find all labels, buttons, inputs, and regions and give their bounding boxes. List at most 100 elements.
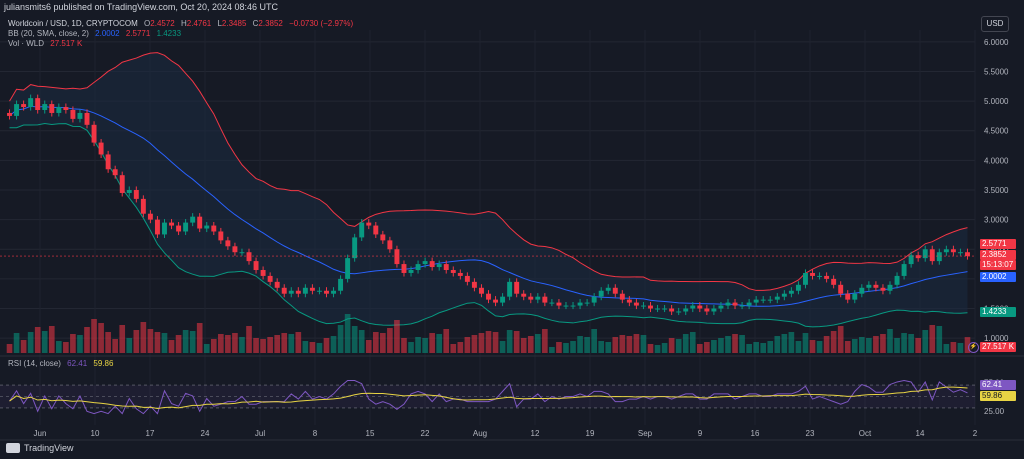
volume-bar: [633, 334, 640, 353]
volume-bar: [161, 333, 168, 353]
candle-body: [965, 252, 970, 257]
volume-bar: [218, 334, 224, 353]
volume-bar: [661, 343, 668, 353]
close-value: 2.3852: [258, 19, 283, 28]
candle-body: [302, 287, 308, 294]
lightning-icon[interactable]: ⚡: [968, 342, 979, 353]
volume-bar: [253, 338, 259, 353]
volume-bar: [408, 342, 414, 353]
currency-button[interactable]: USD: [981, 16, 1009, 32]
volume-bar: [358, 330, 365, 353]
volume-bar: [605, 342, 612, 353]
volume-bar: [844, 341, 851, 353]
volume-bar: [471, 335, 478, 353]
candle-body: [394, 249, 400, 265]
candle-body: [845, 293, 851, 300]
candle-body: [824, 275, 830, 279]
volume-bar: [175, 335, 182, 353]
open-value: 2.4572: [150, 19, 175, 28]
volume-bar: [154, 332, 161, 353]
volume-bar: [711, 340, 717, 353]
volume-bar: [443, 329, 450, 353]
candle-body: [211, 225, 217, 232]
price-tick-label: 6.0000: [984, 38, 1009, 47]
volume-bar: [943, 344, 950, 353]
candle-body: [655, 308, 661, 310]
candle-body: [119, 175, 125, 193]
candle-body: [908, 255, 914, 265]
candle-body: [147, 213, 153, 220]
candle-body: [267, 275, 273, 282]
candle-body: [288, 290, 294, 294]
volume-bar: [168, 340, 175, 353]
time-tick-label: 14: [916, 429, 925, 438]
rsi-line: [9, 380, 968, 415]
volume-bar: [887, 329, 893, 353]
volume-bar: [189, 331, 196, 353]
candle-body: [648, 305, 653, 309]
candle-body: [183, 222, 189, 232]
candle-body: [873, 284, 879, 288]
candle-body: [612, 287, 618, 294]
candle-body: [549, 302, 555, 304]
volume-bar: [112, 339, 118, 353]
volume-bar: [851, 339, 858, 353]
candle-body: [274, 281, 280, 288]
bb-basis-value: 2.0002: [95, 29, 120, 38]
candle-body: [866, 284, 872, 288]
volume-bar: [239, 337, 245, 353]
volume-bar: [929, 325, 936, 353]
volume-bar: [457, 342, 464, 353]
candle-body: [197, 216, 203, 229]
candle-body: [887, 284, 893, 291]
candle-body: [683, 308, 689, 312]
candle-body: [373, 225, 379, 235]
time-tick-label: 16: [751, 429, 760, 438]
candle-body: [380, 234, 386, 241]
volume-tag: 27.517 K: [980, 342, 1016, 352]
rsi-legend: RSI (14, close) 62.41 59.86: [8, 359, 113, 368]
volume-bar: [577, 336, 583, 353]
volume-bar: [774, 336, 781, 353]
candle-body: [852, 293, 858, 300]
candle-body: [788, 290, 794, 294]
volume-bar: [732, 334, 738, 353]
candle-body: [126, 190, 132, 193]
volume-bar: [626, 336, 633, 353]
volume-bar: [41, 331, 48, 353]
volume-bar: [647, 344, 654, 353]
bb-lower-tag: 1.4233: [980, 307, 1016, 317]
volume-bar: [429, 333, 435, 353]
candle-body: [471, 281, 477, 288]
candle-body: [563, 305, 569, 307]
candle-body: [176, 225, 182, 232]
volume-bar: [506, 330, 513, 353]
volume-bar: [351, 326, 358, 353]
volume-bar: [802, 333, 809, 353]
candle-body: [803, 272, 808, 285]
time-tick-label: 24: [201, 429, 210, 438]
volume-bar: [210, 339, 217, 353]
volume-bar: [394, 320, 400, 353]
time-tick-label: 12: [531, 429, 540, 438]
candle-body: [605, 287, 611, 291]
volume-bar: [485, 331, 492, 353]
candle-body: [626, 299, 632, 303]
bb-lower-line: [9, 123, 968, 328]
time-tick-label: Jun: [34, 429, 47, 438]
price-tick-label: 2.5000: [984, 245, 1009, 254]
volume-bar: [936, 326, 943, 353]
candle-body: [464, 275, 470, 282]
volume-bar: [91, 319, 97, 353]
time-tick-label: Sep: [638, 429, 653, 438]
candle-body: [35, 98, 41, 110]
candle-body: [514, 281, 520, 294]
volume-bar: [809, 340, 816, 353]
rsi-ma-tag: 59.86: [980, 391, 1016, 401]
candle-body: [619, 293, 625, 300]
volume-bar: [380, 333, 386, 353]
candle-body: [880, 287, 886, 291]
volume-bar: [70, 334, 76, 353]
volume-bar: [27, 332, 34, 353]
